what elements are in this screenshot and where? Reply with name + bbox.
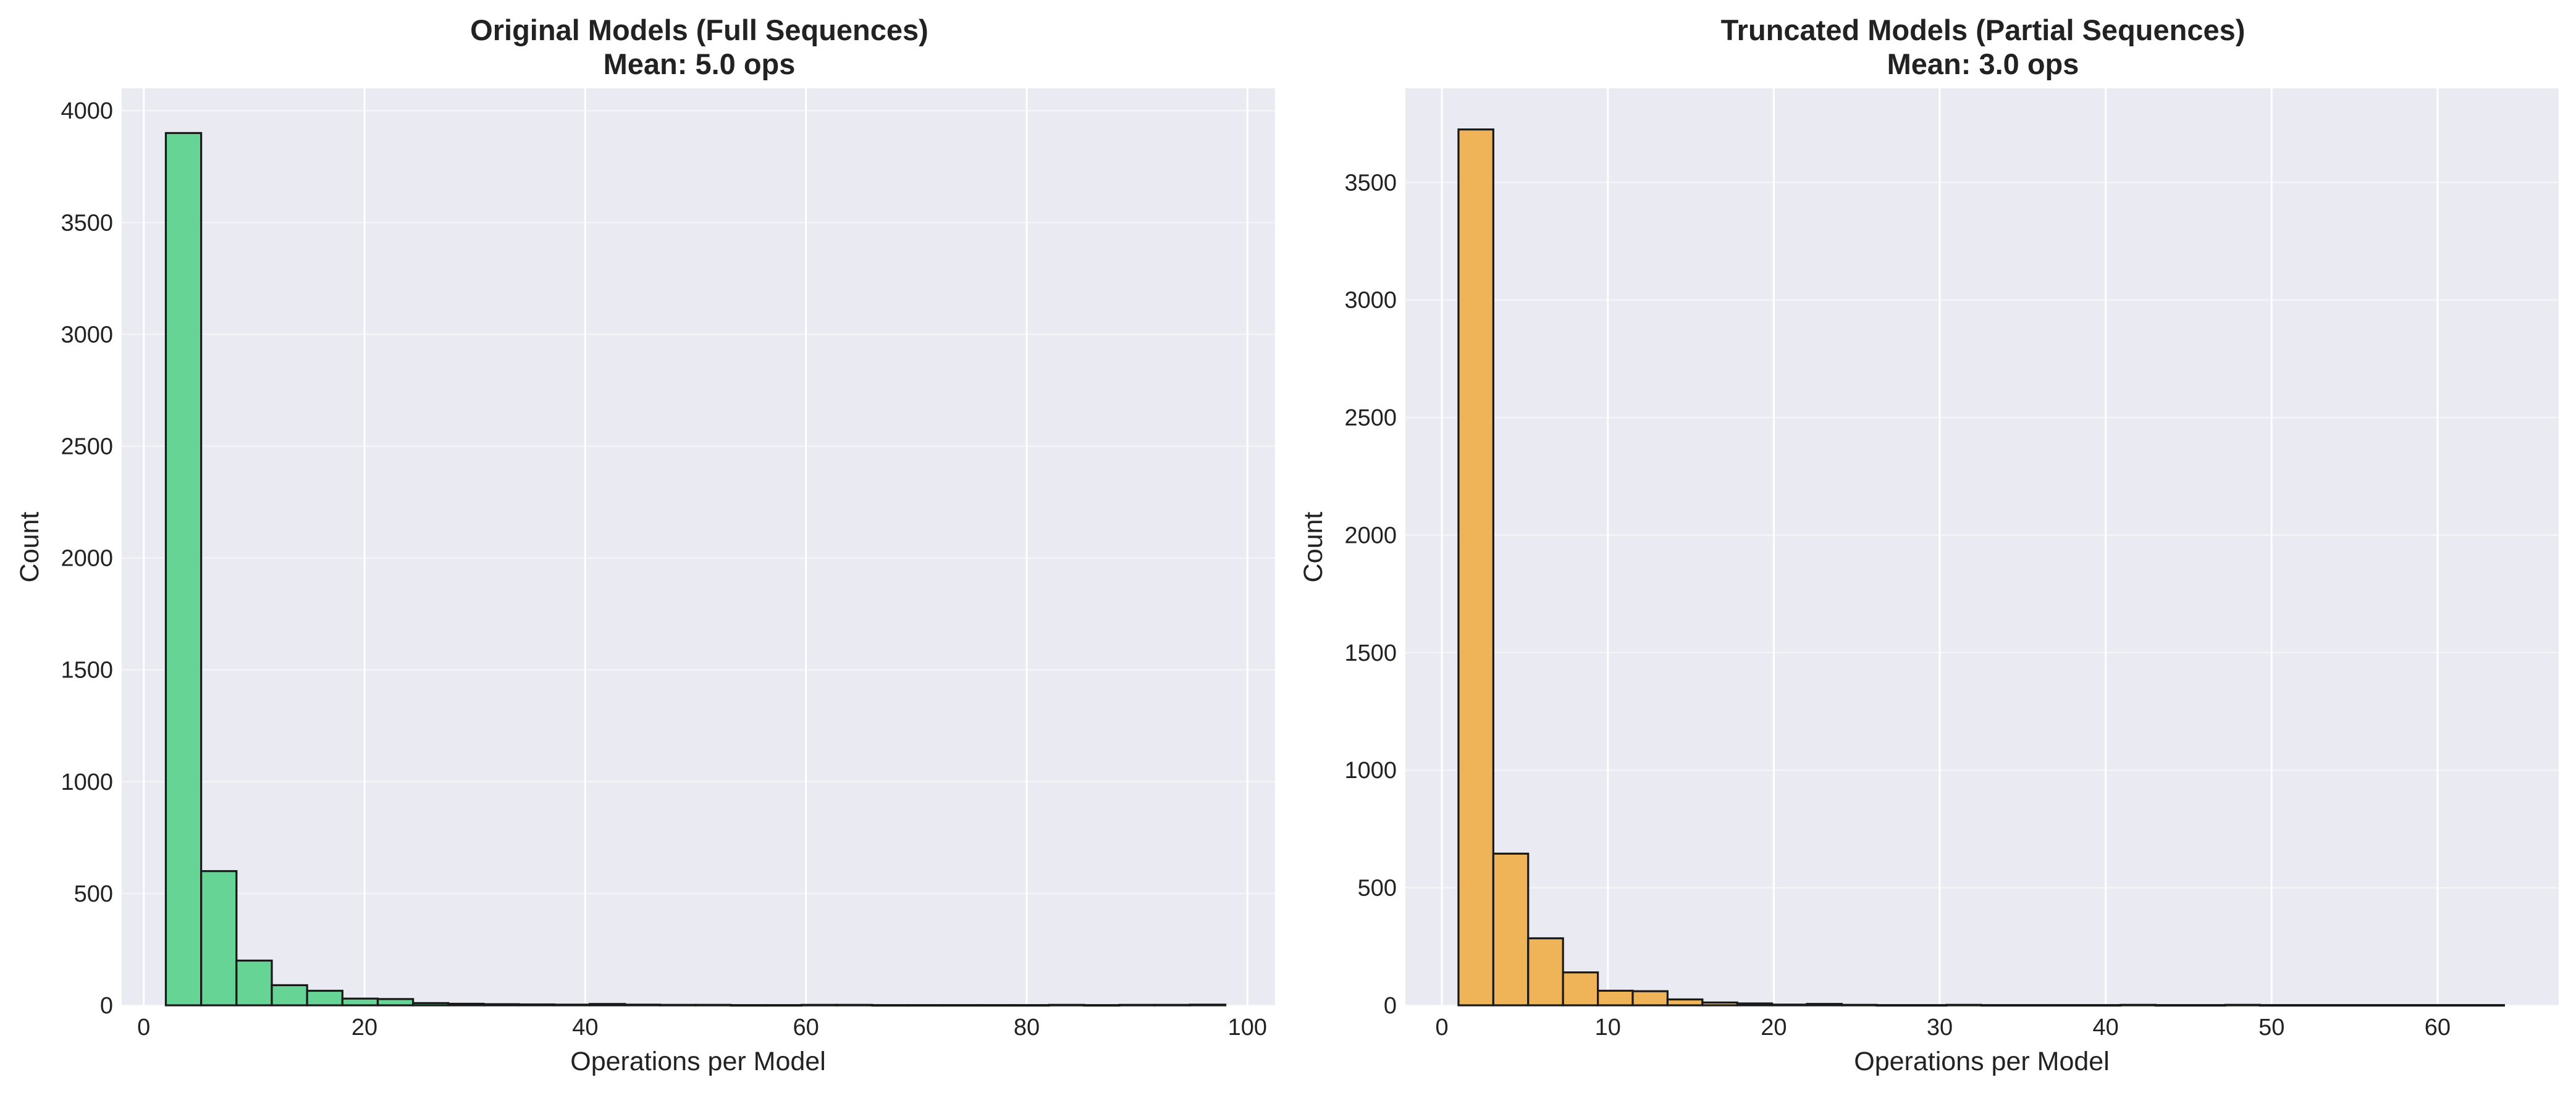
y-tick-label: 3000 (61, 322, 113, 348)
histogram-bar (200, 870, 238, 1007)
x-tick-label: 30 (1927, 1015, 1953, 1041)
histogram-bar (1666, 998, 1704, 1007)
y-tick-label: 3500 (61, 210, 113, 236)
y-tick-label: 2000 (1344, 522, 1397, 548)
x-tick-label: 20 (1761, 1015, 1787, 1041)
x-tick-labels: 0 10 20 30 40 50 60 (1436, 1015, 2451, 1041)
histogram-bar (1701, 1001, 1738, 1007)
histogram-bar (2189, 1004, 2226, 1007)
x-tick-label: 60 (793, 1015, 819, 1041)
histogram-bar (2398, 1004, 2436, 1007)
histogram-bar (1562, 971, 1599, 1007)
chart-title-line2: Mean: 5.0 ops (604, 48, 796, 80)
histogram-bar (2050, 1004, 2087, 1007)
histogram-bar (306, 989, 343, 1007)
plot-area (1405, 88, 2559, 1005)
histogram-bar (2084, 1004, 2122, 1007)
histogram-bar (1631, 990, 1669, 1007)
histogram-bar (271, 984, 308, 1007)
histogram-bar (2328, 1004, 2366, 1007)
histogram-bar (164, 132, 203, 1007)
histogram-bar (1457, 128, 1494, 1007)
y-axis-label: Count (1299, 512, 1328, 583)
y-tick-label: 1000 (61, 769, 113, 795)
histogram-bar (482, 1003, 520, 1007)
histogram-bar (2294, 1004, 2331, 1007)
chart-title-line1: Truncated Models (Partial Sequences) (1721, 14, 2246, 46)
histogram-bar (588, 1003, 626, 1007)
histogram-bar (1875, 1004, 1913, 1007)
histogram-bar (906, 1004, 944, 1007)
x-axis-label: Operations per Model (570, 1047, 826, 1076)
histogram-bar (977, 1004, 1015, 1007)
chart-title-line2: Mean: 3.0 ops (1887, 48, 2079, 80)
histogram-bars (164, 132, 1227, 1007)
chart-title-line1: Original Models (Full Sequences) (470, 14, 928, 46)
y-tick-label: 500 (1358, 876, 1397, 902)
grid-lines (122, 88, 1275, 1006)
histogram-bar (341, 997, 379, 1007)
histogram-bar (412, 1002, 450, 1007)
plot-area (122, 88, 1275, 1005)
histogram-truncated-models: Truncated Models (Partial Sequences) Mea… (1299, 14, 2559, 1076)
histogram-bar (1806, 1003, 1843, 1007)
y-tick-label: 0 (1384, 993, 1397, 1019)
y-tick-label: 2500 (61, 434, 113, 460)
histogram-bar (765, 1004, 803, 1007)
histogram-bar (1910, 1004, 1948, 1007)
histogram-bars (1457, 128, 2505, 1007)
x-tick-labels: 0 20 40 60 80 100 (137, 1015, 1267, 1041)
histogram-bar (2014, 1004, 2052, 1007)
x-tick-label: 100 (1228, 1015, 1267, 1041)
y-tick-label: 2000 (61, 546, 113, 572)
y-tick-labels: 0 500 1000 1500 2000 2500 3000 3500 4000 (61, 98, 113, 1019)
histogram-bar (1736, 1002, 1774, 1007)
grid-lines (1405, 88, 2559, 1006)
x-tick-label: 80 (1014, 1015, 1040, 1041)
x-tick-label: 40 (572, 1015, 598, 1041)
histogram-bar (1012, 1004, 1050, 1007)
y-tick-label: 3000 (1344, 288, 1397, 314)
histogram-bar (2154, 1004, 2192, 1007)
histogram-bar (730, 1004, 767, 1007)
histogram-bar (447, 1002, 485, 1007)
y-tick-label: 1500 (1344, 640, 1397, 666)
y-tick-labels: 0 500 1000 1500 2000 2500 3000 3500 (1344, 170, 1397, 1019)
histogram-original-models: Original Models (Full Sequences) Mean: 5… (15, 14, 1275, 1076)
histogram-bar (2363, 1004, 2401, 1007)
y-axis-label: Count (15, 512, 44, 583)
y-tick-label: 1000 (1344, 758, 1397, 784)
histogram-bar (941, 1004, 980, 1007)
y-tick-label: 500 (74, 881, 113, 907)
x-tick-label: 0 (137, 1015, 150, 1041)
y-tick-label: 0 (100, 993, 113, 1019)
histogram-bar (2468, 1004, 2505, 1007)
histogram-bar (2258, 1004, 2296, 1007)
histogram-bar (1527, 937, 1564, 1007)
y-tick-label: 4000 (61, 98, 113, 124)
y-tick-label: 1500 (61, 658, 113, 684)
histogram-bar (2433, 1004, 2470, 1007)
x-tick-label: 20 (351, 1015, 377, 1041)
x-tick-label: 10 (1595, 1015, 1621, 1041)
x-tick-label: 60 (2425, 1015, 2451, 1041)
x-tick-label: 40 (2092, 1015, 2118, 1041)
x-tick-label: 50 (2258, 1015, 2284, 1041)
histogram-bar (1083, 1004, 1121, 1007)
x-axis-label: Operations per Model (1854, 1047, 2110, 1076)
histogram-bar (235, 959, 273, 1007)
histogram-bar (1597, 989, 1634, 1007)
x-tick-label: 0 (1436, 1015, 1449, 1041)
y-tick-label: 2500 (1344, 405, 1397, 431)
y-tick-label: 3500 (1344, 170, 1397, 196)
histogram-bar (376, 998, 415, 1007)
histogram-bar (871, 1004, 909, 1007)
histogram-bar (1492, 852, 1530, 1007)
histogram-bar (1980, 1004, 2018, 1007)
